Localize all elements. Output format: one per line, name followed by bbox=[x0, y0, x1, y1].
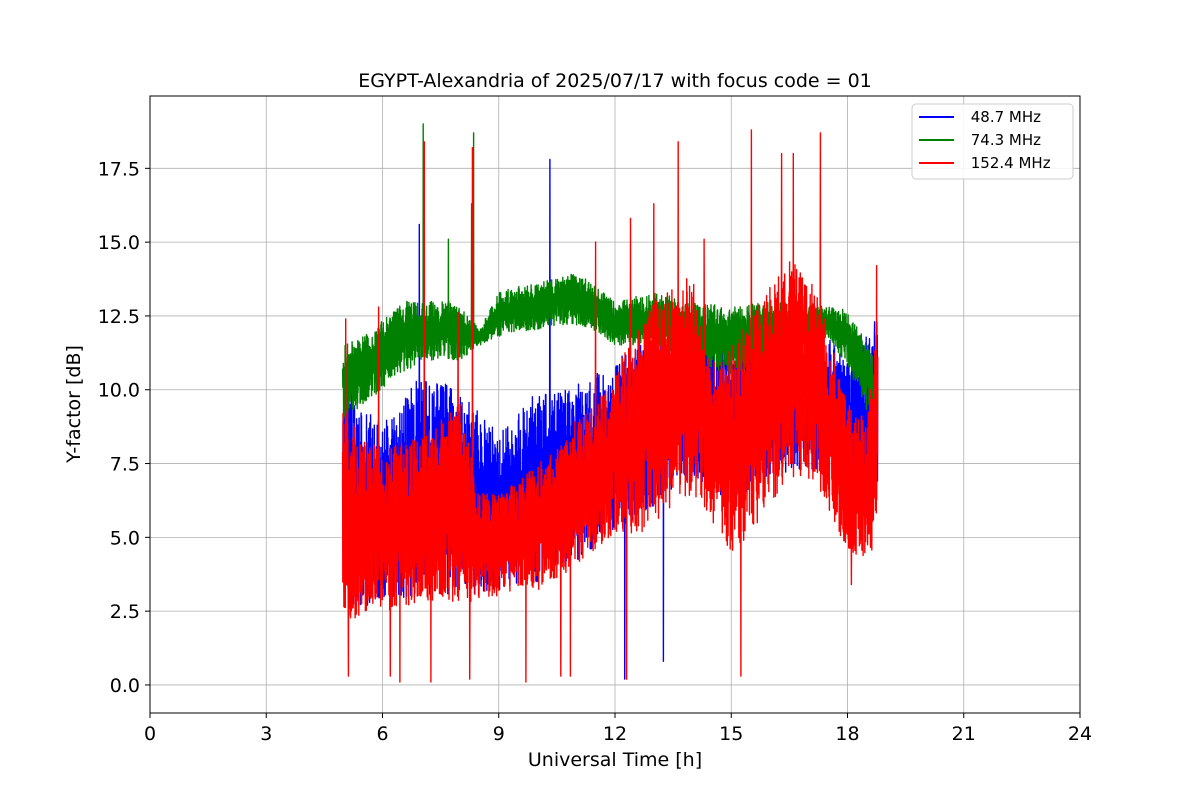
legend: 48.7 MHz 74.3 MHz 152.4 MHz bbox=[911, 103, 1074, 180]
legend-label-74-3: 74.3 MHz bbox=[966, 131, 1041, 149]
y-tick-label: 10.0 bbox=[98, 380, 140, 402]
legend-label-152-4: 152.4 MHz bbox=[966, 154, 1051, 172]
y-axis-label: Y-factor [dB] bbox=[63, 345, 85, 464]
y-tick-label: 12.5 bbox=[98, 306, 140, 328]
x-tick-label: 12 bbox=[603, 723, 627, 745]
x-tick-label: 21 bbox=[952, 723, 976, 745]
chart-title: EGYPT-Alexandria of 2025/07/17 with focu… bbox=[358, 70, 872, 92]
y-tick-label: 17.5 bbox=[98, 158, 140, 180]
legend-box bbox=[911, 103, 1074, 180]
y-tick-label: 5.0 bbox=[110, 527, 140, 549]
x-tick-label: 3 bbox=[260, 723, 272, 745]
x-tick-label: 9 bbox=[493, 723, 505, 745]
x-tick-label: 0 bbox=[144, 723, 156, 745]
series-line-152-4-mhz bbox=[341, 129, 879, 683]
x-tick-label: 24 bbox=[1068, 723, 1092, 745]
x-tick-label: 15 bbox=[719, 723, 743, 745]
series-layer bbox=[341, 123, 879, 683]
y-tick-label: 2.5 bbox=[110, 601, 140, 623]
x-tick-label: 6 bbox=[376, 723, 388, 745]
y-tick-label: 15.0 bbox=[98, 232, 140, 254]
x-tick-label: 18 bbox=[835, 723, 859, 745]
legend-label-48-7: 48.7 MHz bbox=[966, 108, 1041, 126]
y-tick-label: 7.5 bbox=[110, 454, 140, 476]
y-tick-label: 0.0 bbox=[110, 675, 140, 697]
x-axis-label: Universal Time [h] bbox=[528, 749, 702, 771]
ticks-layer: 0 3 6 9 12 15 18 21 24 0.0 2.5 5.0 7.5 10.0 12.5 15.0 17… bbox=[98, 158, 1092, 745]
